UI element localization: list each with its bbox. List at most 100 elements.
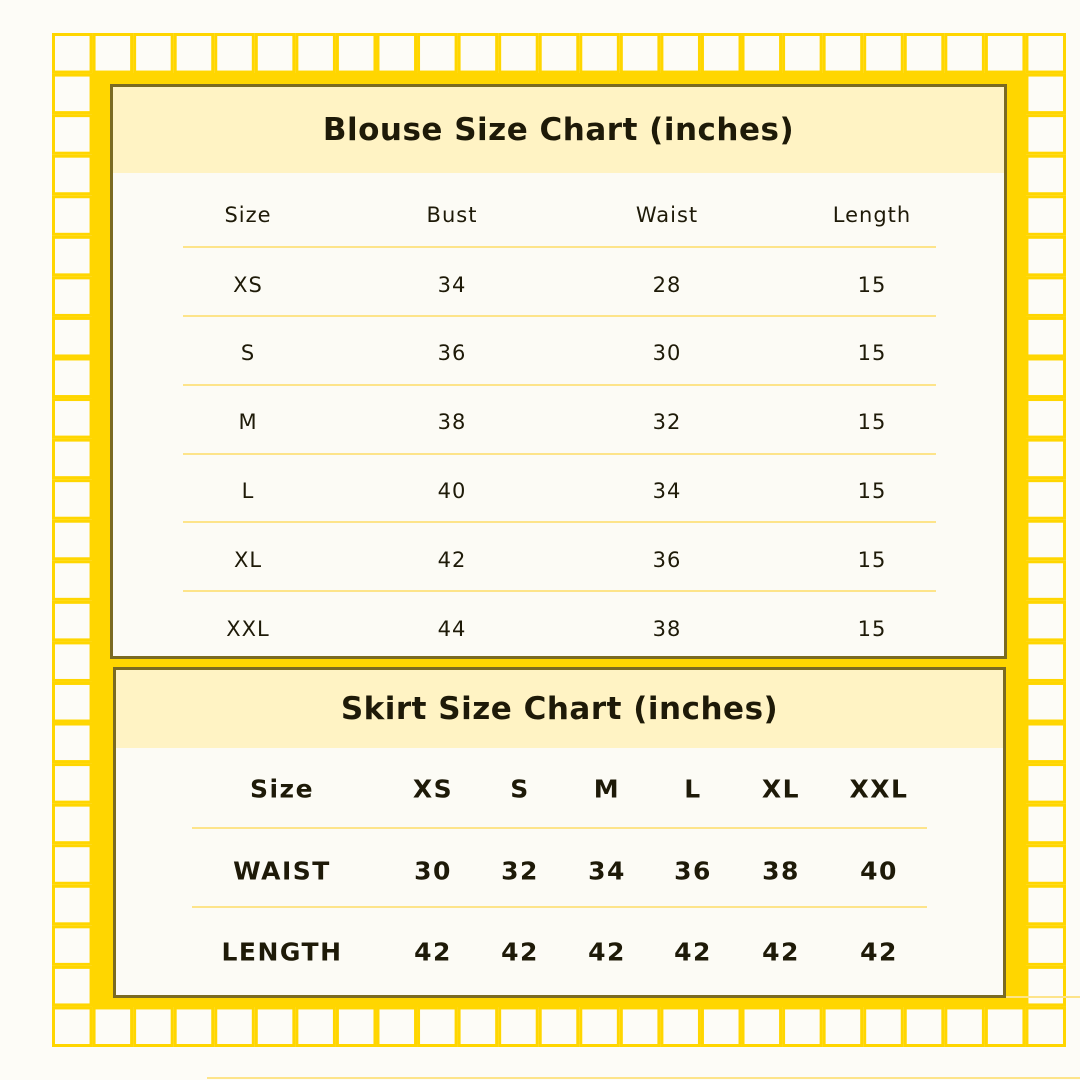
grid-cell [498, 33, 539, 74]
grid-cell [254, 1006, 296, 1048]
grid-cell [1025, 73, 1066, 115]
grid-cell [52, 884, 93, 926]
blouse-title: Blouse Size Chart (inches) [113, 87, 1004, 173]
grid-cell [660, 1006, 701, 1048]
grid-cell [579, 1006, 620, 1048]
grid-cell [1025, 33, 1066, 74]
grid-cell [1025, 438, 1066, 480]
grid-cell [1025, 357, 1066, 399]
grid-cell [376, 1006, 418, 1048]
grid-cell [92, 1006, 134, 1048]
grid-cell [822, 33, 864, 74]
grid-cell [1025, 398, 1066, 439]
grid-cell [1025, 195, 1066, 236]
table-cell: 15 [857, 479, 887, 503]
grid-cell [782, 1006, 823, 1048]
table-cell: 28 [652, 273, 682, 297]
grid-cell [335, 1006, 377, 1048]
grid-cell [619, 1006, 661, 1048]
grid-cell [1025, 763, 1066, 804]
grid-cell [52, 154, 93, 196]
grid-cell [52, 235, 93, 277]
table-cell: 38 [762, 856, 800, 886]
grid-cell [538, 33, 580, 74]
measure-label: LENGTH [221, 937, 343, 967]
grid-cell [52, 600, 93, 642]
grid-cell [741, 33, 783, 74]
table-cell: 34 [437, 273, 467, 297]
grid-cell [1025, 235, 1066, 277]
grid-cell [1025, 519, 1066, 561]
grid-cell [741, 1006, 783, 1048]
grid-cell [1025, 154, 1066, 196]
table-cell: 34 [588, 856, 626, 886]
grid-cell [1025, 641, 1066, 682]
grid-cell [1025, 681, 1066, 723]
grid-cell [1025, 560, 1066, 601]
grid-cell [1025, 884, 1066, 926]
blouse-size-chart: Blouse Size Chart (inches) Size Bust Waist… [110, 84, 1007, 659]
measure-label: WAIST [233, 856, 331, 886]
grid-cell [52, 925, 93, 966]
grid-cell [863, 1006, 904, 1048]
table-cell: 40 [860, 856, 898, 886]
table-cell: 42 [588, 937, 626, 967]
table-cell: 15 [857, 617, 887, 641]
grid-cell [52, 195, 93, 236]
column-header: M [593, 774, 621, 804]
row-divider [183, 315, 936, 317]
column-header: Bust [426, 203, 478, 227]
grid-cell [295, 1006, 336, 1048]
decorative-line [207, 1077, 1080, 1079]
grid-cell [903, 1006, 945, 1048]
grid-cell [944, 1006, 985, 1048]
skirt-size-chart: Skirt Size Chart (inches) Size XS S M L XL XXL… [113, 667, 1006, 998]
grid-cell [52, 438, 93, 480]
table-cell: 36 [437, 341, 467, 365]
grid-cell [1025, 600, 1066, 642]
column-header: XS [412, 774, 454, 804]
grid-cell [1025, 276, 1066, 317]
table-cell: 15 [857, 410, 887, 434]
table-cell: 42 [762, 937, 800, 967]
grid-cell [52, 398, 93, 439]
grid-cell [52, 681, 93, 723]
row-divider [183, 246, 936, 248]
grid-cell [538, 1006, 580, 1048]
grid-cell [660, 33, 701, 74]
grid-cell [1025, 1006, 1066, 1048]
grid-cell [700, 33, 742, 74]
grid-cell [1025, 844, 1066, 885]
grid-cell [417, 1006, 458, 1048]
grid-cell [457, 1006, 499, 1048]
grid-cell [52, 560, 93, 601]
row-divider [192, 827, 927, 829]
column-header: Size [224, 203, 272, 227]
table-cell: 42 [501, 937, 539, 967]
grid-cell [376, 33, 418, 74]
grid-cell [92, 33, 134, 74]
grid-cell [1025, 965, 1066, 1007]
grid-cell [214, 33, 255, 74]
grid-cell [863, 33, 904, 74]
grid-cell [984, 1006, 1026, 1048]
grid-cell [903, 33, 945, 74]
grid-cell [1025, 722, 1066, 764]
table-cell: 40 [437, 479, 467, 503]
grid-cell [1025, 114, 1066, 155]
grid-cell [52, 357, 93, 399]
decorative-line [1006, 996, 1080, 998]
grid-cell [295, 33, 336, 74]
row-divider [183, 384, 936, 386]
grid-cell [52, 316, 93, 358]
grid-cell [52, 114, 93, 155]
grid-cell [254, 33, 296, 74]
table-cell: 32 [501, 856, 539, 886]
size-label: M [238, 410, 258, 434]
column-header: Length [832, 203, 912, 227]
grid-cell [173, 1006, 215, 1048]
table-cell: 44 [437, 617, 467, 641]
grid-cell [52, 763, 93, 804]
grid-cell [700, 1006, 742, 1048]
